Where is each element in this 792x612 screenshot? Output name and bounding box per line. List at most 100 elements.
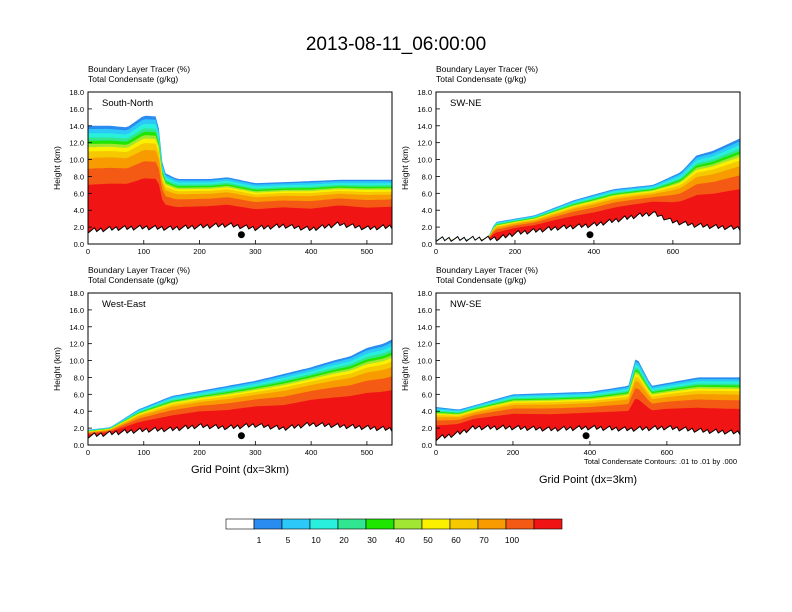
y-tick-label: 12.0 xyxy=(69,139,84,148)
x-tick-label: 200 xyxy=(193,247,206,256)
colorbar-swatch xyxy=(421,518,451,530)
colorbar-label: 50 xyxy=(423,535,433,545)
y-tick-label: 6.0 xyxy=(422,390,432,399)
y-tick-label: 18.0 xyxy=(417,289,432,298)
y-tick-label: 6.0 xyxy=(422,189,432,198)
colorbar-label: 20 xyxy=(339,535,349,545)
panel-2: 0.0 2.0 4.0 6.0 8.0 10.0 12.0 14.0 16.0 18.0 0 200 4… xyxy=(400,64,741,256)
panel-label: NW-SE xyxy=(450,299,482,310)
plot-frame xyxy=(87,91,393,245)
contour-footnote: Total Condensate Contours: .01 to .01 by… xyxy=(584,457,737,466)
y-tick-label: 2.0 xyxy=(422,223,432,232)
x-tick-label: 500 xyxy=(361,247,374,256)
y-tick-label: 14.0 xyxy=(69,323,84,332)
terrain-line xyxy=(436,211,740,243)
y-tick-label: 8.0 xyxy=(422,172,432,181)
plot-frame xyxy=(435,292,741,446)
x-axis-title-left: Grid Point (dx=3km) xyxy=(191,464,289,476)
y-tick-label: 2.0 xyxy=(74,223,84,232)
field-label: Total Condensate (g/kg) xyxy=(88,74,178,84)
field-label: Total Condensate (g/kg) xyxy=(436,275,526,285)
y-tick-label: 0.0 xyxy=(74,441,84,450)
heatmap-field xyxy=(88,115,392,244)
y-tick-label: 14.0 xyxy=(417,122,432,131)
x-tick-label: 600 xyxy=(661,448,674,457)
location-marker xyxy=(237,432,245,440)
figure-title: 2013-08-11_06:00:00 xyxy=(306,34,486,55)
colorbar-swatch xyxy=(253,518,283,530)
y-axis-title: Height (km) xyxy=(52,146,62,190)
y-tick-label: 8.0 xyxy=(422,373,432,382)
colorbar-swatch xyxy=(393,518,423,530)
y-tick-label: 14.0 xyxy=(417,323,432,332)
y-tick-label: 16.0 xyxy=(69,105,84,114)
colorbar-label: 100 xyxy=(505,535,519,545)
colorbar-swatch xyxy=(449,518,479,530)
colorbar-label: 1 xyxy=(257,535,262,545)
colorbar-label: 5 xyxy=(286,535,291,545)
terrain-line xyxy=(436,424,740,442)
x-tick-label: 200 xyxy=(193,448,206,457)
colorbar-swatch xyxy=(225,518,255,530)
panel-label: West-East xyxy=(102,299,146,310)
y-tick-label: 14.0 xyxy=(69,122,84,131)
y-tick-label: 10.0 xyxy=(69,357,84,366)
y-tick-label: 0.0 xyxy=(422,441,432,450)
x-tick-label: 100 xyxy=(138,247,151,256)
panels-group: 0.0 2.0 4.0 6.0 8.0 10.0 12.0 14.0 16.0 18.0 0 100 2… xyxy=(52,64,741,457)
x-tick-label: 0 xyxy=(86,247,90,256)
y-tick-label: 6.0 xyxy=(74,189,84,198)
colorbar-label: 10 xyxy=(311,535,321,545)
y-axis-title: Height (km) xyxy=(52,347,62,391)
panel-label: South-North xyxy=(102,98,153,109)
x-tick-label: 300 xyxy=(249,448,262,457)
x-tick-label: 300 xyxy=(249,247,262,256)
x-tick-label: 100 xyxy=(138,448,151,457)
location-marker xyxy=(237,231,245,239)
panel-label-box xyxy=(98,297,159,310)
plot-frame xyxy=(435,91,741,245)
x-tick-label: 200 xyxy=(507,448,520,457)
x-tick-label: 600 xyxy=(667,247,680,256)
colorbar-swatch xyxy=(337,518,367,530)
y-tick-label: 0.0 xyxy=(74,240,84,249)
heatmap-field xyxy=(436,138,740,244)
x-tick-label: 200 xyxy=(509,247,522,256)
y-tick-label: 12.0 xyxy=(417,139,432,148)
y-tick-label: 4.0 xyxy=(74,407,84,416)
y-tick-label: 8.0 xyxy=(74,172,84,181)
y-tick-label: 16.0 xyxy=(417,306,432,315)
heatmap-field xyxy=(436,359,740,445)
y-tick-label: 10.0 xyxy=(417,156,432,165)
field-label: Boundary Layer Tracer (%) xyxy=(436,64,538,74)
panel-label-box xyxy=(446,297,483,310)
field-label: Total Condensate (g/kg) xyxy=(436,74,526,84)
x-tick-label: 0 xyxy=(86,448,90,457)
y-axis-title: Height (km) xyxy=(400,347,410,391)
x-tick-label: 400 xyxy=(305,448,318,457)
field-label: Boundary Layer Tracer (%) xyxy=(88,64,190,74)
y-tick-label: 10.0 xyxy=(417,357,432,366)
y-axis-title: Height (km) xyxy=(400,146,410,190)
y-tick-label: 8.0 xyxy=(74,373,84,382)
y-tick-label: 2.0 xyxy=(422,424,432,433)
y-tick-label: 18.0 xyxy=(69,289,84,298)
y-tick-label: 12.0 xyxy=(417,340,432,349)
x-axis-title-right: Grid Point (dx=3km) xyxy=(539,474,637,486)
y-tick-label: 4.0 xyxy=(422,206,432,215)
panel-label-box xyxy=(98,96,170,109)
field-label: Boundary Layer Tracer (%) xyxy=(436,265,538,275)
x-tick-label: 0 xyxy=(434,448,438,457)
tracer-band-11 xyxy=(88,178,392,244)
y-tick-label: 12.0 xyxy=(69,340,84,349)
terrain-line xyxy=(88,421,392,439)
y-tick-label: 4.0 xyxy=(74,206,84,215)
location-marker xyxy=(586,231,594,239)
y-tick-label: 4.0 xyxy=(422,407,432,416)
colorbar: 1 5 10 20 30 40 50 60 70 100 xyxy=(225,518,563,545)
field-label: Boundary Layer Tracer (%) xyxy=(88,265,190,275)
panel-1: 0.0 2.0 4.0 6.0 8.0 10.0 12.0 14.0 16.0 18.0 0 100 2… xyxy=(52,64,393,256)
y-tick-label: 0.0 xyxy=(422,240,432,249)
y-tick-label: 10.0 xyxy=(69,156,84,165)
